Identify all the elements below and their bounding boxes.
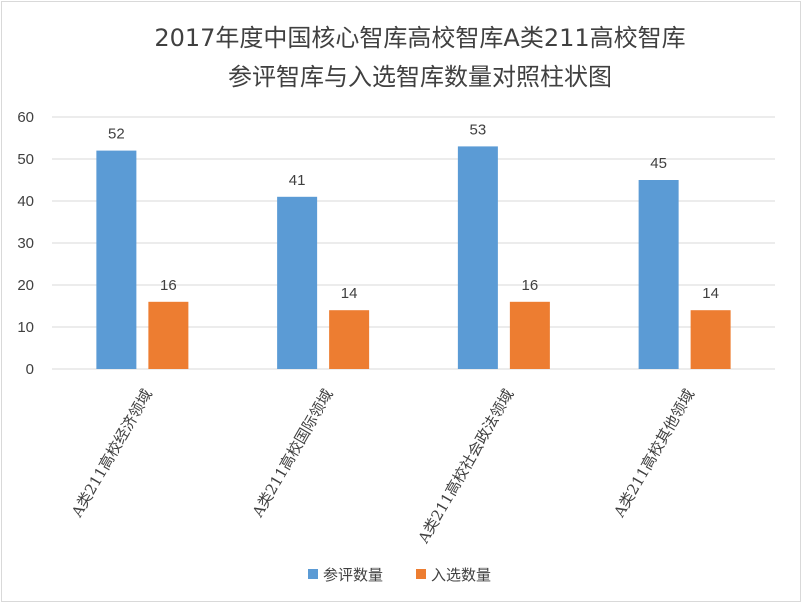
y-tick-label: 20 <box>17 277 34 294</box>
bar-participating-3 <box>638 180 679 369</box>
data-label: 52 <box>108 126 125 143</box>
y-tick-label: 30 <box>17 235 34 252</box>
chart-title-line-2: 参评智库与入选智库数量对照柱状图 <box>228 63 612 91</box>
bar-selected-0 <box>148 301 189 369</box>
data-label: 14 <box>341 285 358 302</box>
legend-label-0: 参评数量 <box>323 566 383 584</box>
category-label: A类211高校其他领域 <box>610 386 698 521</box>
bar-selected-2 <box>509 301 550 369</box>
data-labels: 52 16 41 14 53 16 45 14 <box>108 121 719 302</box>
y-tick-label: 50 <box>17 151 34 168</box>
bar-participating-2 <box>457 146 498 369</box>
legend-swatch-0 <box>308 569 318 579</box>
data-label: 16 <box>522 277 539 294</box>
x-axis-categories: A类211高校经济领域 A类211高校国际领域 A类211高校社会政法领域 A类211… <box>68 386 699 547</box>
legend-swatch-1 <box>416 569 426 579</box>
y-tick-label: 10 <box>17 319 34 336</box>
bars <box>96 146 731 369</box>
y-tick-label: 60 <box>17 109 34 126</box>
data-label: 41 <box>289 172 306 189</box>
chart-title: 2017年度中国核心智库高校智库A类211高校智库 参评智库与入选智库数量对照柱… <box>154 24 685 91</box>
bar-participating-0 <box>96 150 137 369</box>
category-label: A类211高校经济领域 <box>68 386 156 521</box>
legend: 参评数量 入选数量 <box>308 566 491 584</box>
y-tick-label: 40 <box>17 193 34 210</box>
data-label: 14 <box>702 285 719 302</box>
category-label: A类211高校社会政法领域 <box>414 386 517 547</box>
legend-label-1: 入选数量 <box>431 566 491 584</box>
y-axis-ticks: 0 10 20 30 40 50 60 <box>17 109 34 378</box>
bar-selected-3 <box>690 310 731 369</box>
category-label: A类211高校国际领域 <box>248 386 336 521</box>
data-label: 16 <box>160 277 177 294</box>
data-label: 45 <box>650 155 667 172</box>
chart-title-line-1: 2017年度中国核心智库高校智库A类211高校智库 <box>154 24 685 52</box>
bar-participating-1 <box>277 196 318 369</box>
y-tick-label: 0 <box>26 361 34 378</box>
bar-selected-1 <box>329 310 370 369</box>
data-label: 53 <box>470 121 487 138</box>
